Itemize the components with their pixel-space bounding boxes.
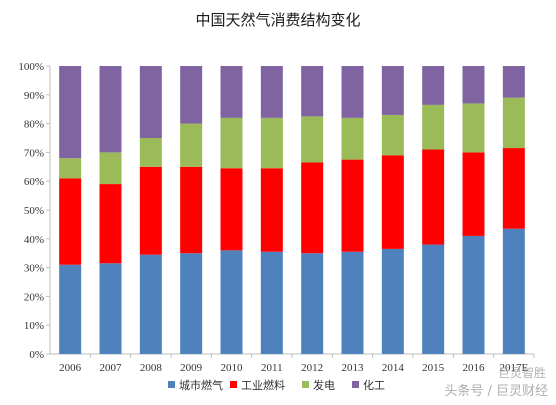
y-tick-label: 100% [18, 61, 44, 73]
bar-segment [462, 103, 485, 153]
legend-label: 城市燃气 [179, 378, 223, 392]
y-tick-label: 70% [24, 147, 44, 159]
bar-segment [99, 66, 122, 153]
x-tick-label: 2010 [221, 362, 244, 374]
bar-segment [341, 117, 364, 160]
watermark-source: 头条号 / 巨灵财经 [444, 384, 548, 399]
legend: 城市燃气 工业燃料 发电 化工 [168, 378, 385, 392]
x-tick-label: 2007 [100, 362, 123, 374]
bar-segment [59, 264, 82, 354]
x-tick-label: 2017E [499, 362, 528, 374]
y-tick-label: 50% [24, 205, 44, 217]
bar-segment [341, 159, 364, 252]
bar-segment [422, 66, 445, 105]
x-tick-label: 2014 [382, 362, 405, 374]
x-tick-label: 2016 [463, 362, 486, 374]
chart-title: 中国天然气消费结构变化 [195, 11, 361, 29]
bar-segment [422, 104, 445, 150]
y-tick-label: 90% [24, 90, 44, 102]
x-tick-label: 2013 [342, 362, 365, 374]
x-axis-tick-labels: 2006 2007 2008 2009 2010 2011 2012 2013 2014 2015… [59, 362, 528, 374]
bar-segment [139, 166, 162, 255]
bar-segment [139, 138, 162, 167]
bar-segment [220, 66, 243, 118]
bar-segment [301, 162, 324, 254]
x-tick-label: 2006 [59, 362, 82, 374]
bar-segment [462, 235, 485, 354]
bar-segment [59, 178, 82, 265]
bar-segment [180, 166, 203, 254]
bar-segment [462, 152, 485, 236]
bar-segment [180, 66, 203, 124]
bar-segment [341, 251, 364, 354]
y-tick-label: 0% [29, 349, 44, 361]
bar-segment [59, 66, 82, 159]
bar-segment [502, 66, 525, 98]
legend-label: 发电 [313, 378, 335, 392]
y-tick-label: 60% [24, 176, 44, 188]
x-tick-label: 2011 [261, 362, 283, 374]
watermark-brand: 巨灵智胜 [497, 366, 546, 380]
bar-segment [260, 251, 283, 354]
bar-segment [341, 66, 364, 118]
legend-swatch [230, 381, 237, 388]
y-tick-label: 20% [24, 291, 44, 303]
bar-segment [301, 116, 324, 163]
legend-swatch [352, 381, 359, 388]
bar-segment [462, 66, 485, 104]
bar-segment [220, 168, 243, 251]
y-tick-label: 80% [24, 119, 44, 131]
bar-segment [381, 248, 404, 354]
bar-segment [139, 66, 162, 138]
x-tick-label: 2015 [422, 362, 445, 374]
axes [46, 65, 535, 358]
legend-label: 化工 [363, 378, 385, 392]
legend-swatch [168, 381, 175, 388]
y-axis-tick-labels: 0% 10% 20% 30% 40% 50% 60% 70% 80% 90% 100% [18, 61, 44, 361]
bar-segment [422, 244, 445, 354]
x-tick-label: 2008 [140, 362, 163, 374]
bar-segment [381, 155, 404, 249]
y-tick-label: 10% [24, 320, 44, 332]
x-tick-label: 2012 [301, 362, 323, 374]
bar-segment [301, 66, 324, 117]
x-tick-label: 2009 [180, 362, 203, 374]
bar-segment [220, 250, 243, 354]
bar-segment [99, 152, 122, 185]
bar-segment [301, 253, 324, 354]
bar-segment [220, 117, 243, 169]
bar-segment [139, 254, 162, 354]
bar-segment [422, 149, 445, 245]
bar-segment [260, 66, 283, 118]
bar-segment [260, 117, 283, 169]
y-tick-label: 40% [24, 234, 44, 246]
bar-segment [180, 123, 203, 167]
bar-segment [381, 114, 404, 156]
bar-segment [502, 97, 525, 149]
y-tick-label: 30% [24, 263, 44, 275]
bar-segment [59, 158, 82, 179]
bar-segment [99, 184, 122, 264]
bar-segment [381, 66, 404, 115]
bar-segment [260, 168, 283, 252]
legend-label: 工业燃料 [241, 378, 285, 392]
bar-segment [502, 148, 525, 229]
bar-segment [180, 253, 203, 354]
bars [59, 66, 525, 354]
legend-swatch [302, 381, 309, 388]
bar-segment [99, 263, 122, 354]
bar-segment [502, 228, 525, 354]
